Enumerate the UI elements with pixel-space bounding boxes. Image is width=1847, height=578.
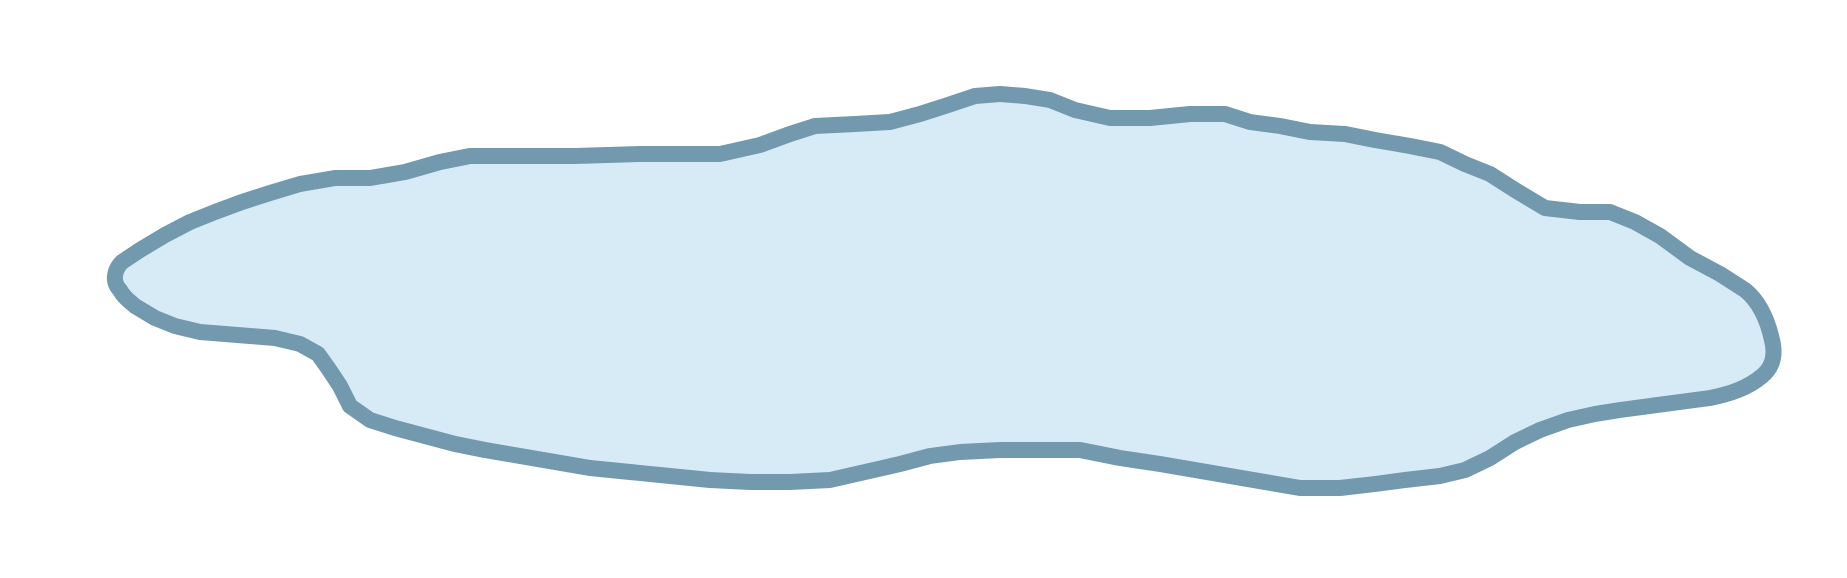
blob-shape <box>107 86 1782 496</box>
